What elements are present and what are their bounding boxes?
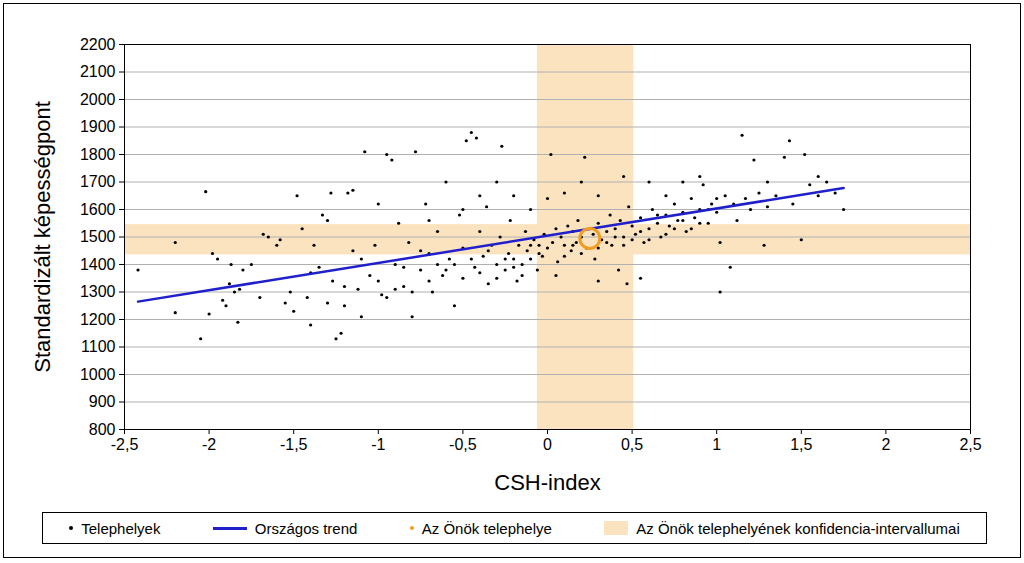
svg-text:-1: -1 <box>371 436 385 453</box>
svg-text:2,5: 2,5 <box>959 436 981 453</box>
svg-text:2: 2 <box>881 436 890 453</box>
svg-text:2000: 2000 <box>80 91 116 108</box>
svg-text:1600: 1600 <box>80 201 116 218</box>
html-text:Az Önök telephelyének konfiden: Az Önök telephelyének konfidencia-interv… <box>636 519 960 537</box>
svg-text:2200: 2200 <box>80 36 116 53</box>
svg-text:1400: 1400 <box>80 256 116 273</box>
html-text:Az Önök telephelye: Az Önök telephelye <box>421 519 552 537</box>
svg-text:-2,5: -2,5 <box>111 436 139 453</box>
html-text:Országos trend: Országos trend <box>254 519 358 537</box>
svg-text:0: 0 <box>543 436 552 453</box>
svg-text:-1,5: -1,5 <box>280 436 308 453</box>
svg-text:1000: 1000 <box>80 366 116 383</box>
svg-text:-0,5: -0,5 <box>449 436 477 453</box>
svg-text:1700: 1700 <box>80 173 116 190</box>
svg-text:800: 800 <box>88 420 116 438</box>
svg-text:1300: 1300 <box>80 283 116 300</box>
svg-text:Standardizált képességpont: Standardizált képességpont <box>30 101 55 373</box>
svg-text:1900: 1900 <box>80 118 116 135</box>
svg-text:1,5: 1,5 <box>790 436 812 453</box>
svg-text:900: 900 <box>89 393 116 410</box>
svg-text:1500: 1500 <box>80 228 116 245</box>
svg-text:2100: 2100 <box>80 63 116 80</box>
svg-text:1100: 1100 <box>81 338 116 355</box>
svg-text:1800: 1800 <box>80 146 116 163</box>
svg-text:1200: 1200 <box>80 311 116 328</box>
svg-text:0,5: 0,5 <box>621 436 643 453</box>
svg-text:1: 1 <box>712 436 721 453</box>
svg-text:CSH-index: CSH-index <box>494 470 600 495</box>
svg-text:-2: -2 <box>202 436 216 453</box>
html-text:Telephelyek: Telephelyek <box>81 519 161 537</box>
